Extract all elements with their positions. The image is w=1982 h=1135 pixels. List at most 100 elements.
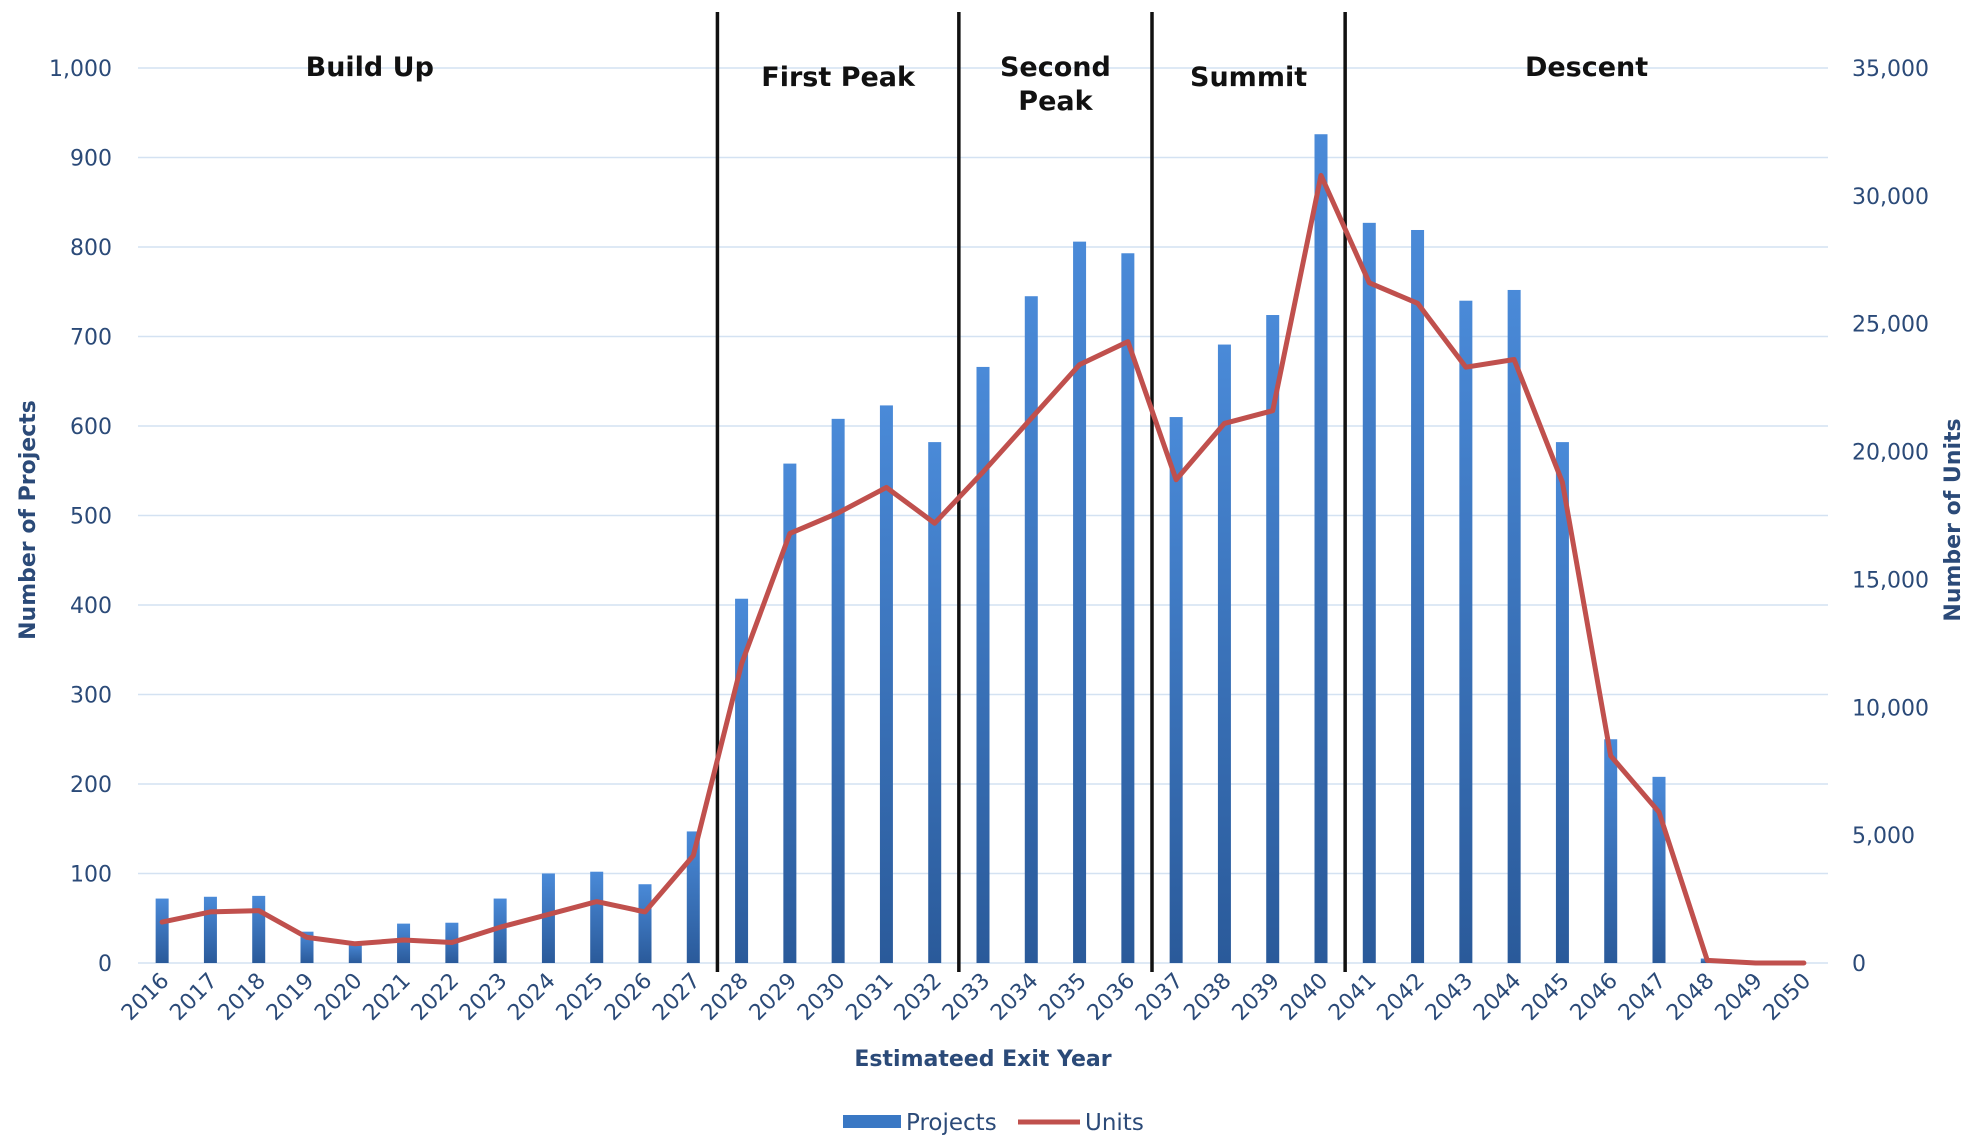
left-tick-label: 700 <box>70 326 112 351</box>
point-units-2019 <box>305 935 309 939</box>
projects-bars <box>155 134 1714 964</box>
left-tick-label: 200 <box>70 773 112 798</box>
point-units-2024 <box>546 912 550 916</box>
bar-projects-2039 <box>1266 315 1280 963</box>
point-units-2041 <box>1367 281 1371 285</box>
point-units-2043 <box>1464 365 1468 369</box>
phase-label: Summit <box>1190 62 1307 93</box>
left-tick-label: 300 <box>70 684 112 709</box>
point-units-2036 <box>1126 340 1130 344</box>
x-tick-label: 2029 <box>745 969 802 1026</box>
x-tick-label: 2022 <box>407 969 464 1026</box>
point-units-2016 <box>160 920 164 924</box>
phase-label: Build Up <box>306 52 434 83</box>
x-tick-label: 2032 <box>890 969 947 1026</box>
x-tick-label: 2044 <box>1469 969 1526 1026</box>
left-tick-label: 500 <box>70 505 112 530</box>
x-tick-label: 2047 <box>1614 969 1671 1026</box>
x-axis-title: Estimateed Exit Year <box>854 1047 1111 1072</box>
x-tick-label: 2027 <box>648 969 705 1026</box>
point-units-2039 <box>1271 409 1275 413</box>
point-units-2028 <box>740 662 744 666</box>
x-tick-label: 2018 <box>214 969 271 1026</box>
bar-projects-2029 <box>783 463 797 963</box>
left-tick-label: 100 <box>70 863 112 888</box>
left-tick-label: 1,000 <box>49 57 112 82</box>
point-units-2023 <box>498 925 502 929</box>
x-tick-label: 2017 <box>165 969 222 1026</box>
right-tick-label: 10,000 <box>1852 696 1929 721</box>
legend-units-label: Units <box>1085 1110 1144 1135</box>
bar-projects-2028 <box>735 598 749 963</box>
bar-projects-2016 <box>155 898 169 963</box>
x-tick-label: 2039 <box>1228 969 1285 1026</box>
point-units-2042 <box>1416 301 1420 305</box>
point-units-2022 <box>450 941 454 945</box>
left-tick-label: 600 <box>70 415 112 440</box>
left-tick-label: 400 <box>70 594 112 619</box>
x-tick-label: 2036 <box>1083 969 1140 1026</box>
bar-projects-2020 <box>348 943 362 963</box>
point-units-2046 <box>1609 754 1613 758</box>
point-units-2033 <box>981 470 985 474</box>
point-units-2040 <box>1319 173 1323 177</box>
point-units-2020 <box>353 942 357 946</box>
point-units-2034 <box>1029 416 1033 420</box>
x-tick-label: 2045 <box>1517 969 1574 1026</box>
bar-projects-2045 <box>1555 442 1569 963</box>
left-axis-ticks: 0 100 200 300 400 500 600 700 800 900 1,000 <box>49 57 112 977</box>
left-tick-label: 800 <box>70 236 112 261</box>
point-units-2037 <box>1174 478 1178 482</box>
bar-projects-2032 <box>928 442 942 963</box>
x-tick-label: 2025 <box>552 969 609 1026</box>
phase-label: Second <box>1000 52 1111 83</box>
bar-projects-2018 <box>252 895 266 963</box>
x-tick-label: 2031 <box>841 969 898 1026</box>
bar-projects-2041 <box>1362 222 1376 963</box>
right-tick-label: 0 <box>1852 952 1866 977</box>
right-tick-label: 30,000 <box>1852 185 1929 210</box>
left-tick-label: 900 <box>70 147 112 172</box>
point-units-2021 <box>402 938 406 942</box>
x-tick-label: 2050 <box>1759 969 1816 1026</box>
point-units-2044 <box>1512 358 1516 362</box>
right-tick-label: 35,000 <box>1852 57 1929 82</box>
bar-projects-2023 <box>493 898 507 963</box>
bar-projects-2024 <box>541 873 555 963</box>
x-tick-label: 2030 <box>793 969 850 1026</box>
point-units-2032 <box>933 521 937 525</box>
bar-projects-2044 <box>1507 289 1521 964</box>
x-tick-label: 2024 <box>503 969 560 1026</box>
phase-label: Descent <box>1525 52 1648 83</box>
x-tick-label: 2028 <box>697 969 754 1026</box>
point-units-2026 <box>643 910 647 914</box>
bar-projects-2040 <box>1314 134 1328 964</box>
bar-projects-2038 <box>1217 344 1231 963</box>
point-units-2050 <box>1802 961 1806 965</box>
point-units-2027 <box>691 854 695 858</box>
x-tick-label: 2037 <box>1131 969 1188 1026</box>
units-line <box>159 172 1807 966</box>
point-units-2031 <box>884 485 888 489</box>
point-units-2047 <box>1657 810 1661 814</box>
point-units-2038 <box>1222 421 1226 425</box>
bar-projects-2035 <box>1073 241 1087 963</box>
x-tick-label: 2042 <box>1373 969 1430 1026</box>
bar-projects-2046 <box>1604 739 1618 963</box>
point-units-2045 <box>1560 480 1564 484</box>
legend-projects-swatch <box>843 1115 901 1128</box>
point-units-2035 <box>1078 363 1082 367</box>
phase-label: Peak <box>1018 86 1093 117</box>
bar-projects-2031 <box>879 405 893 963</box>
bar-projects-2034 <box>1024 296 1038 964</box>
x-tick-label: 2046 <box>1566 969 1623 1026</box>
x-tick-label: 2033 <box>938 969 995 1026</box>
bar-projects-2042 <box>1411 229 1425 963</box>
x-tick-label: 2020 <box>310 969 367 1026</box>
bar-projects-2030 <box>831 418 845 964</box>
right-tick-label: 20,000 <box>1852 441 1929 466</box>
bar-projects-2036 <box>1121 253 1135 963</box>
bar-projects-2033 <box>976 366 990 963</box>
